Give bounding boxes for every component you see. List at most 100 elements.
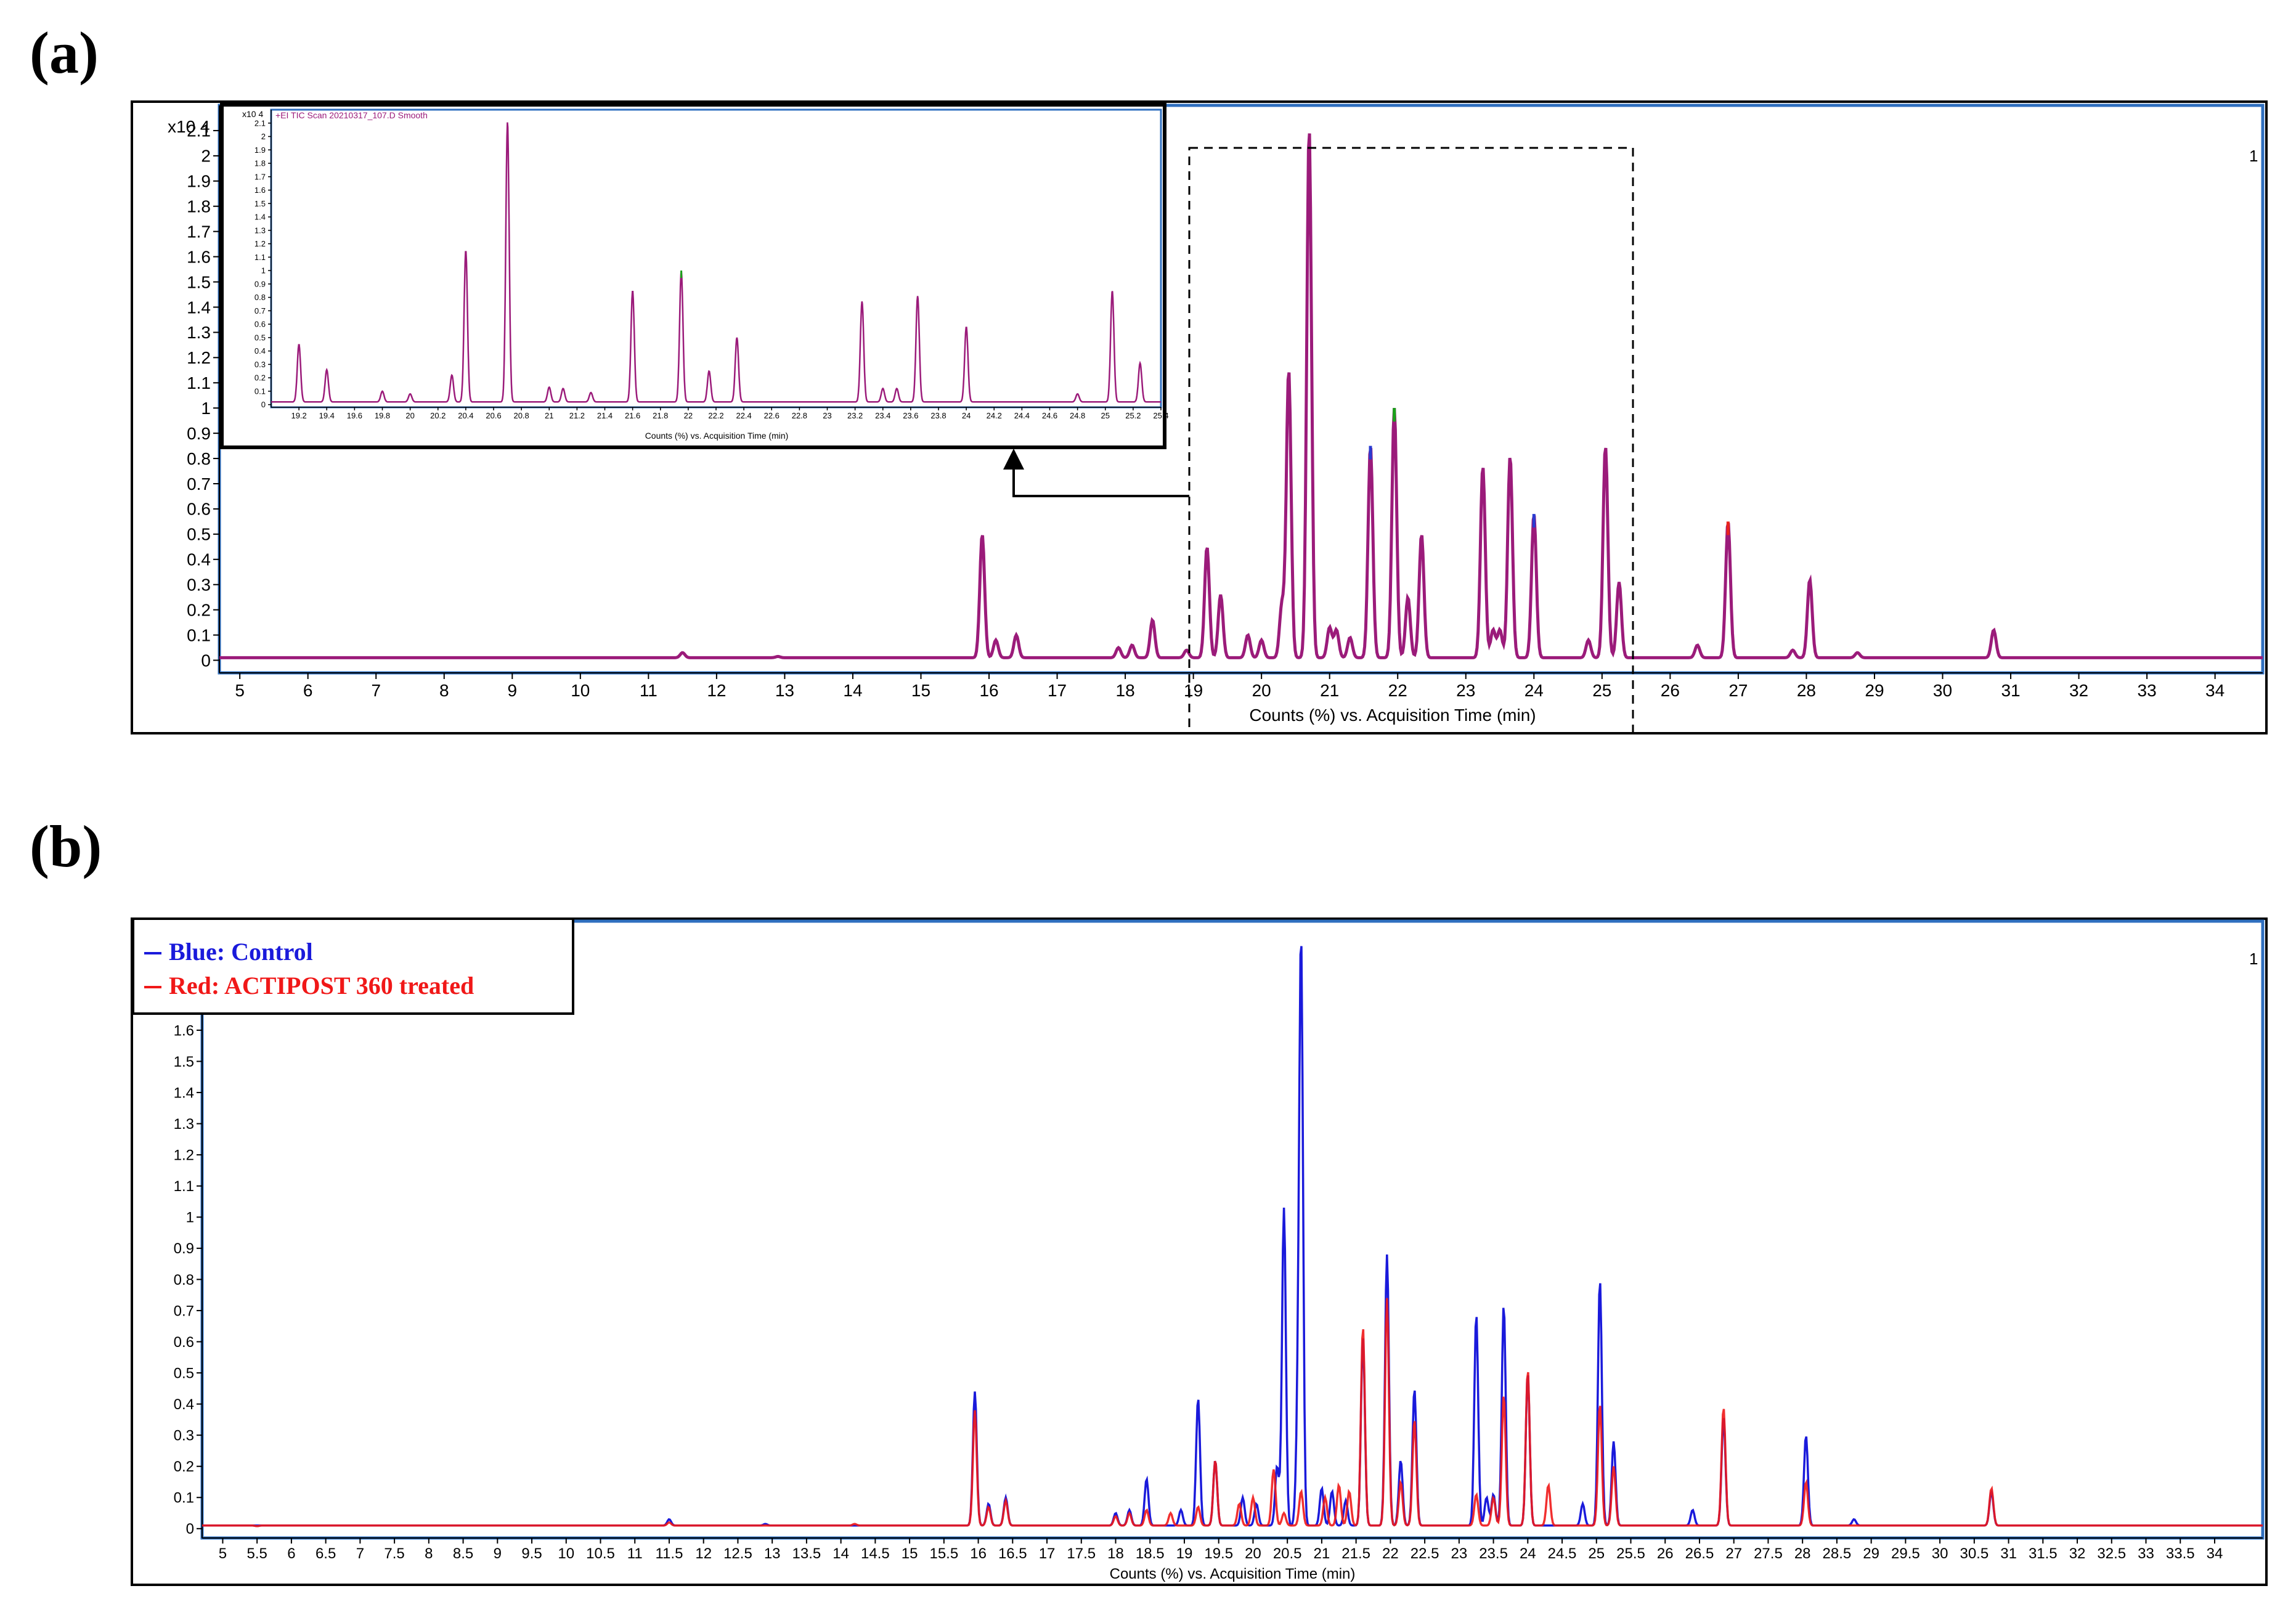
inset-y-tick-label: 0.1 (254, 386, 266, 396)
panel-a-y-tick-label: 1.4 (187, 298, 211, 317)
panel-a-y-tick-label: 0.5 (187, 525, 211, 544)
panel-b-x-tick-label: 14 (833, 1545, 849, 1562)
panel-b-x-tick-label: 19.5 (1204, 1545, 1233, 1562)
inset-x-tick-label: 23.4 (875, 411, 890, 420)
panel-a-x-tick-label: 21 (1320, 681, 1339, 700)
inset-y-tick-label: 1.6 (254, 185, 266, 195)
panel-b-x-tick-label: 31 (2000, 1545, 2017, 1562)
legend-label-treated: Red: ACTIPOST 360 treated (169, 972, 474, 999)
panel-b-x-tick-label: 27.5 (1754, 1545, 1783, 1562)
inset-x-tick-label: 21.4 (597, 411, 613, 420)
inset-y-tick-label: 2.1 (254, 118, 266, 128)
zoom-arrow (1012, 453, 1189, 497)
panel-a-x-axis-label: Counts (%) vs. Acquisition Time (min) (1249, 706, 1536, 725)
inset-x-tick-label: 20.4 (458, 411, 473, 420)
panel-b-x-tick-label: 11 (627, 1545, 643, 1562)
panel-a-x-tick-label: 29 (1865, 681, 1884, 700)
inset-x-tick-label: 25 (1101, 411, 1110, 420)
panel-b-x-tick-label: 18.5 (1136, 1545, 1165, 1562)
panel-a-y-tick-label: 0.1 (187, 625, 211, 645)
panel-b-y-tick-label: 0.5 (174, 1365, 194, 1381)
panel-a-x-tick-label: 25 (1592, 681, 1611, 700)
inset-x-tick-label: 19.2 (291, 411, 306, 420)
panel-b-series-treated (202, 1298, 2263, 1528)
inset-x-tick-label: 23.8 (930, 411, 946, 420)
panel-a-x-tick-label: 8 (439, 681, 449, 700)
panel-b-x-tick-label: 8.5 (453, 1545, 473, 1562)
panel-a-y-multiplier: x10 4 (168, 117, 210, 136)
panel-a-y-tick-label: 0.3 (187, 576, 211, 595)
panel-b-x-tick-label: 20 (1245, 1545, 1261, 1562)
panel-a-x-tick-label: 12 (707, 681, 726, 700)
inset-x-tick-label: 24.2 (987, 411, 1002, 420)
panel-a-y-tick-label: 1.2 (187, 348, 211, 367)
panel-a-y-tick-label: 1.6 (187, 247, 211, 266)
inset-x-tick-label: 23.6 (903, 411, 918, 420)
panel-b-x-tick-label: 21.5 (1341, 1545, 1370, 1562)
panel-a-y-tick-label: 1.3 (187, 323, 211, 342)
panel-a-x-tick-label: 16 (979, 681, 998, 700)
panel-a-x-tick-label: 14 (843, 681, 862, 700)
inset-y-tick-label: 1.8 (254, 159, 266, 168)
panel-b-x-tick-label: 29.5 (1891, 1545, 1920, 1562)
panel-b-x-tick-label: 32 (2069, 1545, 2086, 1562)
panel-b-x-tick-label: 17 (1039, 1545, 1056, 1562)
inset-y-tick-label: 0.4 (254, 346, 266, 356)
panel-a-x-tick-label: 11 (640, 681, 657, 700)
panel-b-outer-frame (131, 917, 2268, 1586)
panel-b-x-tick-label: 13.5 (792, 1545, 821, 1562)
panel-b-x-tick-label: 11.5 (656, 1545, 683, 1562)
inset-x-tick-label: 24.4 (1014, 411, 1030, 420)
panel-b-x-tick-label: 10.5 (586, 1545, 615, 1562)
panel-b-y-tick-label: 0.6 (174, 1334, 194, 1351)
panel-b-x-tick-label: 20.5 (1273, 1545, 1302, 1562)
panel-b-y-tick-label: 0.9 (174, 1240, 194, 1257)
panel-b-x-tick-label: 21 (1314, 1545, 1330, 1562)
legend-swatch-control (144, 952, 161, 954)
panel-b-x-tick-label: 12.5 (723, 1545, 752, 1562)
panel-b-x-tick-label: 17.5 (1067, 1545, 1096, 1562)
inset-y-tick-label: 1.7 (254, 172, 266, 181)
panel-b-y-tick-label: 1.6 (174, 1022, 194, 1039)
panel-a-x-tick-label: 34 (2205, 681, 2225, 700)
panel-b-x-tick-label: 28.5 (1823, 1545, 1852, 1562)
panel-b-y-tick-label: 0.4 (174, 1396, 194, 1413)
inset-x-tick-label: 22.4 (736, 411, 751, 420)
inset-x-tick-label: 22.8 (792, 411, 807, 420)
panel-b-y-tick-label: 0.2 (174, 1459, 194, 1475)
panel-b-x-tick-label: 24.5 (1548, 1545, 1577, 1562)
inset-x-tick-label: 21 (545, 411, 553, 420)
legend: Blue: Control Red: ACTIPOST 360 treated (132, 917, 574, 1015)
panel-b-x-axis-label: Counts (%) vs. Acquisition Time (min) (1110, 1566, 1356, 1582)
panel-a-x-tick-label: 31 (2001, 681, 2020, 700)
panel-b-x-tick-label: 34 (2207, 1545, 2223, 1562)
inset-y-tick-label: 1.5 (254, 199, 266, 208)
panel-a-x-tick-label: 10 (571, 681, 590, 700)
inset-x-tick-label: 21.2 (569, 411, 585, 420)
panel-b-x-tick-label: 33.5 (2166, 1545, 2195, 1562)
panel-a-y-tick-label: 1 (201, 399, 211, 418)
panel-b-x-tick-label: 25 (1588, 1545, 1605, 1562)
panel-b-x-tick-label: 6 (287, 1545, 295, 1562)
inset-y-tick-label: 0.7 (254, 306, 266, 315)
panel-b-x-tick-label: 16 (970, 1545, 987, 1562)
panel-b-x-tick-label: 13 (764, 1545, 781, 1562)
inset-y-tick-label: 0.5 (254, 333, 266, 342)
panel-b-y-tick-label: 0.1 (174, 1490, 194, 1507)
panel-b-x-tick-label: 25.5 (1616, 1545, 1645, 1562)
legend-swatch-treated (144, 986, 161, 988)
panel-a-x-tick-label: 26 (1661, 681, 1680, 700)
inset-x-tick-label: 22.2 (708, 411, 723, 420)
panel-b-x-tick-label: 5 (219, 1545, 227, 1562)
inset-x-tick-label: 20.2 (430, 411, 446, 420)
panel-b-x-tick-label: 18 (1107, 1545, 1124, 1562)
inset-x-tick-label: 20 (405, 411, 414, 420)
inset-x-tick-label: 23.2 (847, 411, 863, 420)
panel-label-b: (b) (30, 813, 102, 879)
inset-frame (220, 103, 1166, 449)
panel-b-x-tick-label: 29 (1863, 1545, 1879, 1562)
inset-y-tick-label: 0.6 (254, 320, 266, 329)
panel-a-y-tick-label: 0.7 (187, 474, 211, 494)
inset-y-tick-label: 1 (261, 266, 266, 275)
inset-title: +EI TIC Scan 20210317_107.D Smooth (275, 110, 428, 120)
